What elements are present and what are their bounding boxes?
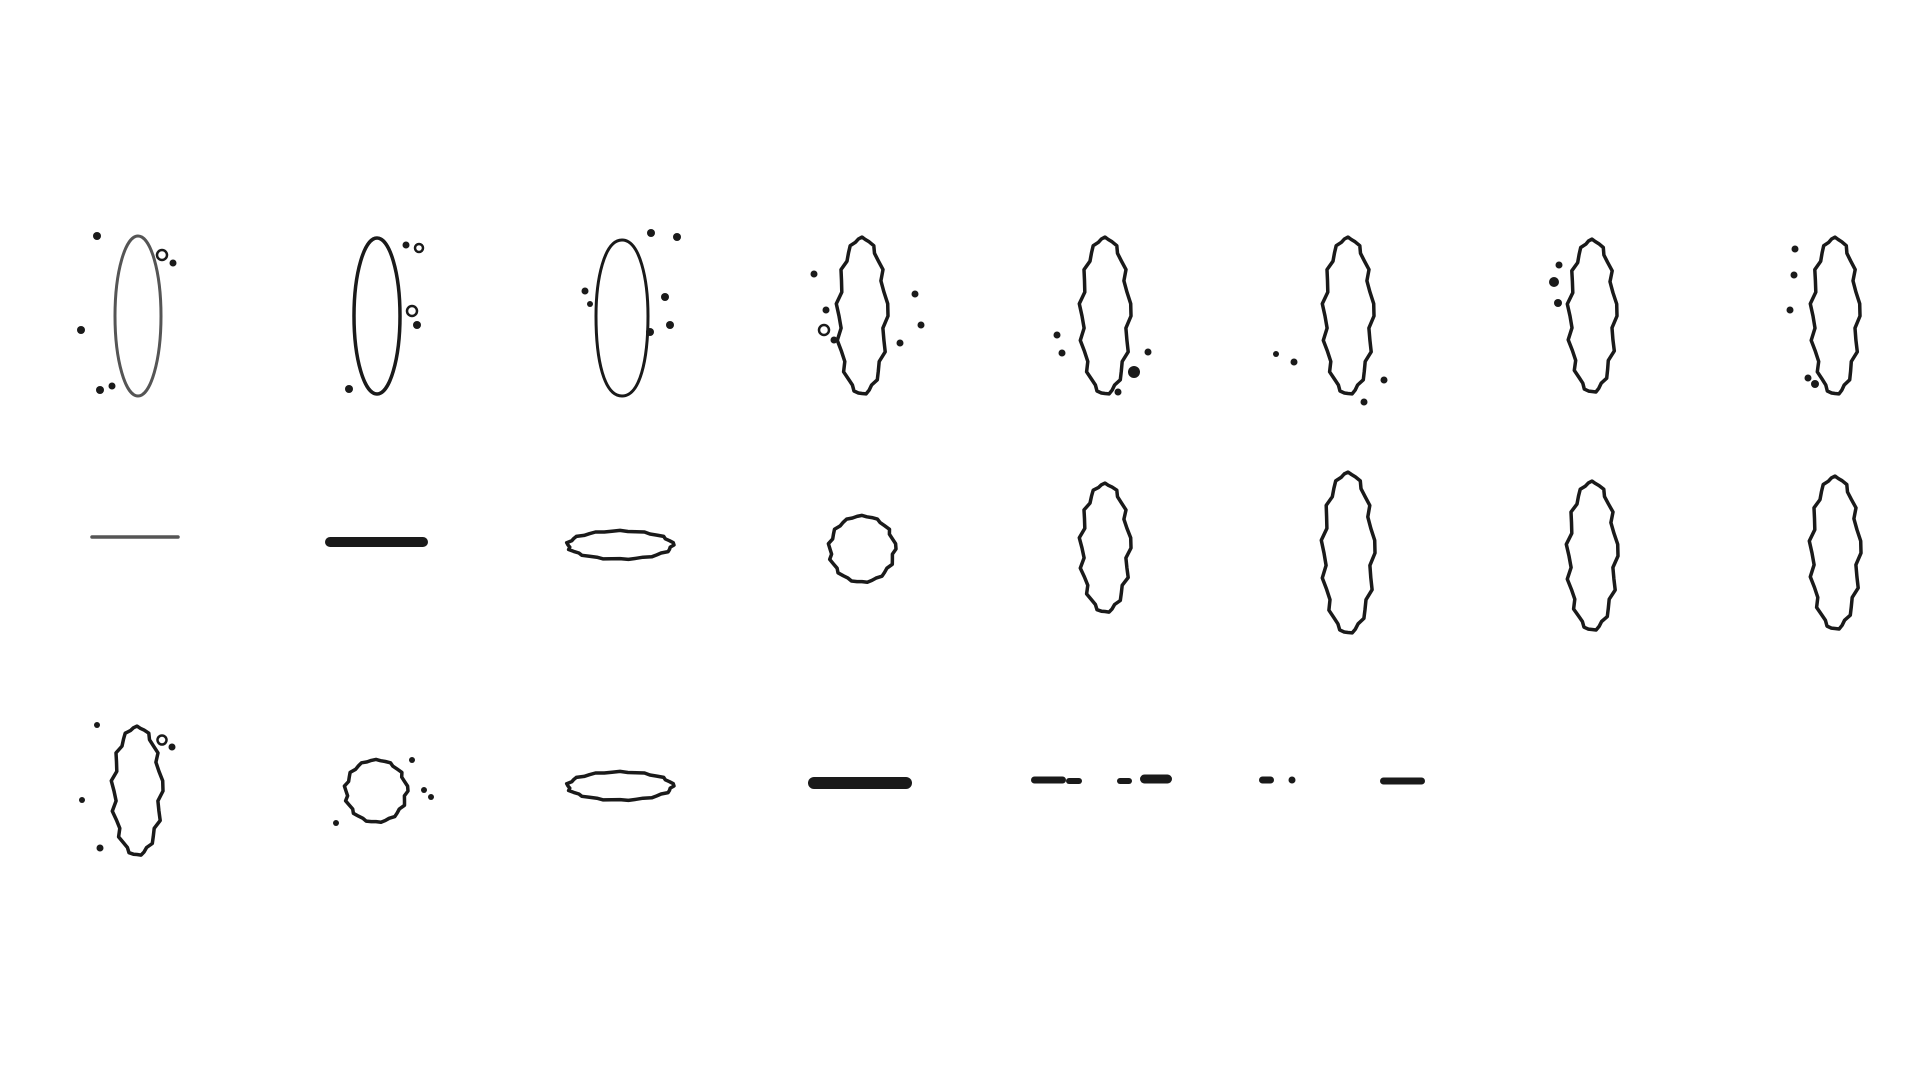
speck-ring <box>817 323 831 337</box>
speck-dot <box>1288 776 1296 784</box>
dash-segment <box>1066 778 1082 784</box>
dash-segment <box>1380 777 1425 785</box>
speck-dot <box>93 232 101 240</box>
speck-dot <box>647 229 655 237</box>
shape-cell-r2-c8 <box>1807 474 1863 631</box>
speck-dot <box>169 259 177 267</box>
shape-cell-r3-c3 <box>564 769 676 803</box>
shape-cell-r1-c4 <box>810 235 925 396</box>
smooth-ellipse <box>352 236 402 396</box>
flat-jagged-lens <box>564 528 676 562</box>
dash-segment <box>1140 774 1172 784</box>
speck-dot <box>822 306 830 314</box>
speck-dot <box>917 321 925 329</box>
jagged-outline <box>1565 237 1619 394</box>
shape-cell-r3-c4 <box>808 777 912 789</box>
flat-jagged-lens <box>564 769 676 803</box>
speck-dot <box>77 326 85 334</box>
speck-dot <box>96 386 104 394</box>
flat-bar <box>808 777 912 789</box>
speck-dot <box>1144 348 1152 356</box>
jagged-outline <box>1077 481 1133 614</box>
shape-cell-r3-c1 <box>79 722 176 857</box>
speck-dot <box>810 270 818 278</box>
jagged-outline <box>1320 235 1376 396</box>
shape-cell-r1-c1 <box>77 232 177 398</box>
jagged-outline <box>1807 474 1863 631</box>
speck-dot <box>94 722 100 728</box>
shape-cell-r3-c5 <box>1031 774 1172 784</box>
speck-dot <box>1804 374 1812 382</box>
speck-dot <box>830 336 838 344</box>
speck-dot <box>402 241 410 249</box>
dash-segment <box>1117 778 1132 784</box>
speck-dot <box>168 743 176 751</box>
speck-dot <box>1380 376 1388 384</box>
speck-dot <box>581 287 589 295</box>
shape-cell-r1-c7 <box>1549 237 1619 394</box>
jagged-circle <box>826 513 898 584</box>
shape-cell-r2-c4 <box>826 513 898 584</box>
speck-dot <box>1273 351 1279 357</box>
shape-cell-r1-c5 <box>1053 235 1152 396</box>
shape-cell-r1-c8 <box>1786 235 1862 396</box>
speck-dot <box>1786 306 1794 314</box>
pointed-ellipse <box>594 238 650 398</box>
shape-cell-r2-c3 <box>564 528 676 562</box>
speck-dot <box>1114 388 1122 396</box>
jagged-outline <box>1319 470 1377 635</box>
shape-cell-r3-c6 <box>1259 776 1425 785</box>
speck-dot <box>108 382 116 390</box>
speck-dot <box>1790 271 1798 279</box>
speck-dot <box>1554 299 1562 307</box>
jagged-outline <box>109 724 165 857</box>
speck-ring <box>155 248 169 262</box>
dash-segment <box>1259 776 1274 784</box>
speck-dot <box>1290 358 1298 366</box>
speck-dot <box>79 797 85 803</box>
speck-ring <box>405 304 419 318</box>
speck-dot <box>1555 261 1563 269</box>
flat-bar <box>325 537 428 547</box>
shape-cell-r2-c2 <box>325 537 428 547</box>
speck-dot <box>1549 277 1559 287</box>
speck-dot <box>1053 331 1061 339</box>
shape-cell-r2-c6 <box>1319 470 1377 635</box>
shape-cell-r1-c3 <box>581 229 681 398</box>
speck-dot <box>1811 380 1819 388</box>
speck-dot <box>673 233 681 241</box>
speck-dot <box>666 321 674 329</box>
speck-ring <box>413 242 425 254</box>
speck-dot <box>96 844 104 852</box>
speck-dot <box>1360 398 1368 406</box>
speck-dot <box>661 293 669 301</box>
speck-dot <box>1791 245 1799 253</box>
speck-dot <box>421 787 427 793</box>
speck-dot <box>587 301 593 307</box>
speck-dot <box>646 328 654 336</box>
jagged-outline <box>1808 235 1862 396</box>
speck-dot <box>1058 349 1066 357</box>
shape-cell-r2-c5 <box>1077 481 1133 614</box>
jagged-outline <box>1564 479 1620 632</box>
shape-cell-r2-c7 <box>1564 479 1620 632</box>
speck-dot <box>345 385 353 393</box>
smooth-ellipse <box>113 234 163 398</box>
speck-dot <box>911 290 919 298</box>
speck-dot <box>413 321 421 329</box>
speck-dot <box>409 757 415 763</box>
jagged-circle <box>342 757 410 824</box>
speck-dot <box>1128 366 1140 378</box>
shape-cell-r1-c2 <box>345 236 425 396</box>
speck-dot <box>333 820 339 826</box>
jagged-outline <box>834 235 890 396</box>
jagged-outline <box>1077 235 1133 396</box>
speck-ring <box>156 734 168 746</box>
dash-segment <box>1031 776 1066 784</box>
shape-cell-r3-c2 <box>333 757 434 826</box>
speck-dot <box>428 794 434 800</box>
shape-cell-r1-c6 <box>1273 235 1388 406</box>
speck-dot <box>896 339 904 347</box>
